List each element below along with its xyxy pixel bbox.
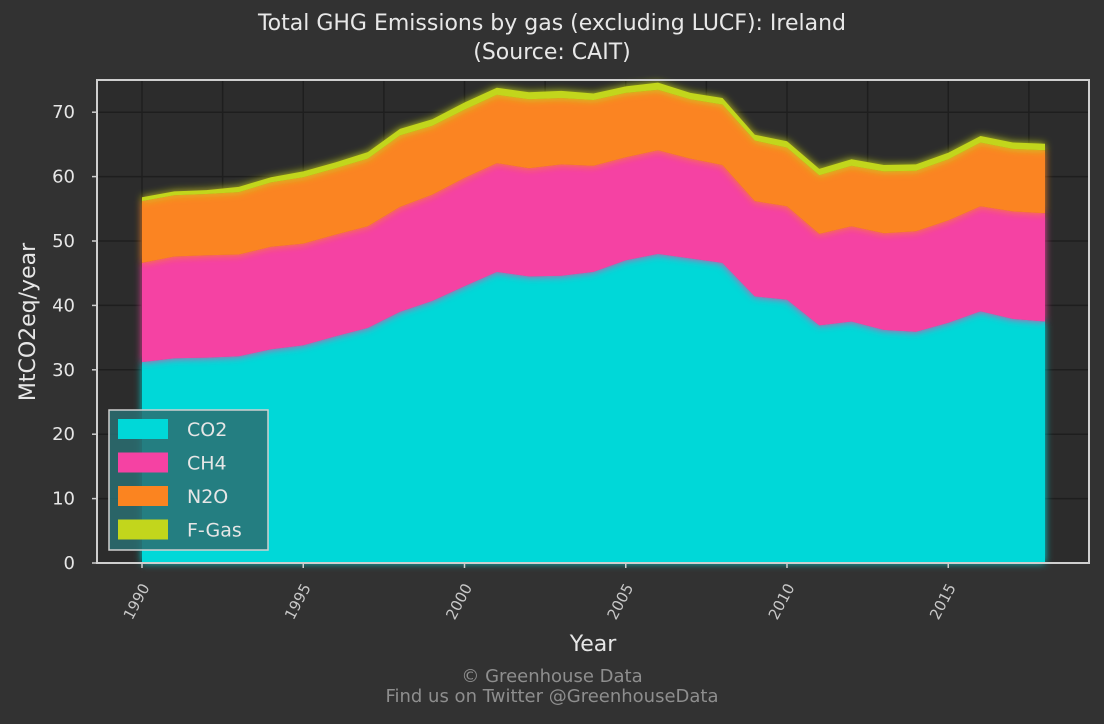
legend: CO2 CH4 N2O F-Gas	[108, 409, 269, 551]
legend-swatch	[118, 486, 168, 506]
x-tick-label: 1990	[120, 580, 154, 622]
area-ch4	[142, 150, 1045, 363]
areas	[142, 82, 1045, 563]
y-tick-label: 0	[64, 553, 75, 574]
legend-label: F-Gas	[187, 520, 242, 542]
area-co2	[142, 253, 1045, 563]
y-tick-label: 20	[52, 424, 75, 445]
x-tick-label: 2000	[442, 580, 476, 622]
x-tick-label: 2010	[765, 580, 799, 622]
legend-swatch	[118, 519, 168, 540]
legend-swatch	[118, 419, 168, 439]
x-axis: 1990 1995 2000 2005 2010 2015	[120, 563, 960, 623]
footer-twitter: Find us on Twitter @GreenhouseData	[385, 686, 719, 707]
footer-credit: © Greenhouse Data	[461, 666, 643, 687]
plot-frame	[96, 79, 1090, 564]
legend-label: N2O	[187, 486, 228, 508]
chart-subtitle: (Source: CAIT)	[473, 40, 631, 65]
y-axis-label: MtCO2eq/year	[16, 242, 41, 401]
y-tick-label: 70	[52, 102, 75, 123]
legend-label: CH4	[187, 453, 227, 475]
y-tick-label: 10	[52, 489, 75, 510]
y-tick-label: 30	[52, 360, 75, 381]
area-f-gas	[142, 82, 1045, 202]
y-tick-label: 50	[52, 231, 75, 252]
chart-title: Total GHG Emissions by gas (excluding LU…	[257, 11, 847, 36]
legend-swatch	[118, 452, 168, 473]
area-n2o	[142, 89, 1045, 263]
y-axis: 0 10 20 30 40 50 60 70	[52, 102, 97, 574]
y-tick-label: 60	[52, 167, 75, 188]
x-tick-label: 2015	[926, 580, 960, 622]
y-tick-label: 40	[52, 295, 75, 316]
legend-label: CO2	[187, 419, 227, 441]
x-axis-label: Year	[569, 632, 618, 657]
x-tick-label: 2005	[603, 580, 637, 622]
x-tick-label: 1995	[281, 580, 315, 622]
